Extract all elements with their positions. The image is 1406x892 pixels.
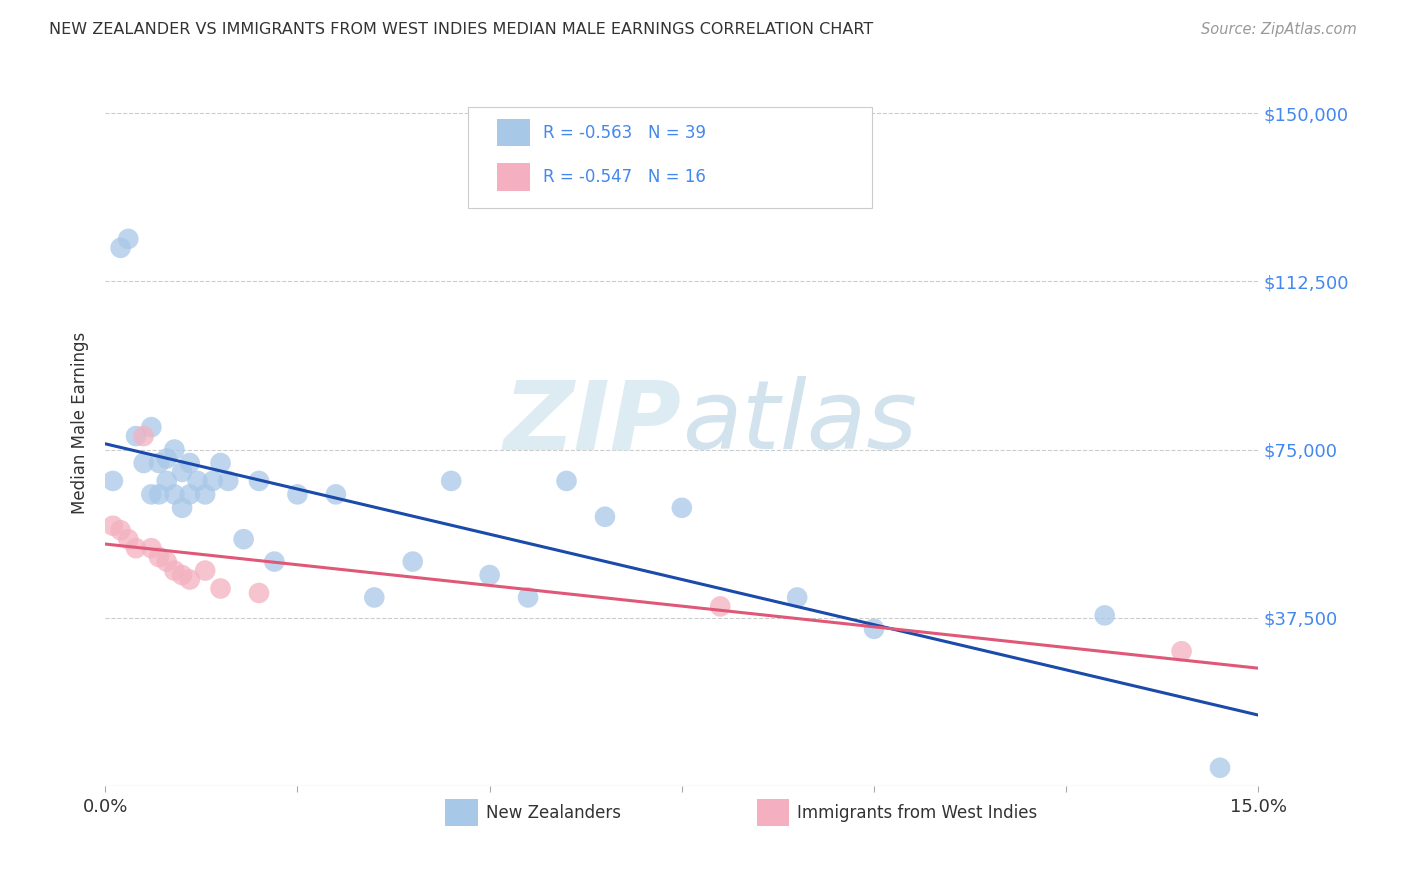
Point [440,474,463,488]
Point [287,487,309,501]
Point [217,474,239,488]
Y-axis label: Median Male Earnings: Median Male Earnings [72,332,89,514]
Point [863,622,886,636]
Point [141,420,163,434]
Point [555,474,578,488]
Point [163,564,186,578]
Point [156,474,179,488]
Point [709,599,731,614]
Text: atlas: atlas [682,376,917,469]
Point [132,429,155,443]
Point [117,532,139,546]
Point [363,591,385,605]
Point [325,487,347,501]
Point [125,429,148,443]
Point [172,465,194,479]
Point [141,487,163,501]
Point [478,568,501,582]
Point [163,487,186,501]
Point [132,456,155,470]
Point [179,573,201,587]
Text: R = -0.563   N = 39: R = -0.563 N = 39 [544,123,706,142]
FancyBboxPatch shape [756,799,789,826]
Point [209,582,232,596]
Point [1209,761,1232,775]
Point [156,555,179,569]
Text: ZIP: ZIP [503,376,682,469]
Point [247,474,270,488]
Point [1094,608,1116,623]
FancyBboxPatch shape [468,107,872,209]
Point [232,532,254,546]
Point [156,451,179,466]
Point [110,523,132,537]
Text: Source: ZipAtlas.com: Source: ZipAtlas.com [1201,22,1357,37]
Point [172,568,194,582]
Point [263,555,285,569]
Text: R = -0.547   N = 16: R = -0.547 N = 16 [544,168,706,186]
Point [194,564,217,578]
FancyBboxPatch shape [498,163,530,191]
Point [1170,644,1192,658]
Point [671,500,693,515]
Point [402,555,425,569]
Text: NEW ZEALANDER VS IMMIGRANTS FROM WEST INDIES MEDIAN MALE EARNINGS CORRELATION CH: NEW ZEALANDER VS IMMIGRANTS FROM WEST IN… [49,22,873,37]
Point [593,509,616,524]
Point [517,591,540,605]
Point [201,474,224,488]
Point [247,586,270,600]
Text: New Zealanders: New Zealanders [486,804,621,822]
Point [179,487,201,501]
Point [148,550,170,565]
Text: Immigrants from West Indies: Immigrants from West Indies [797,804,1038,822]
FancyBboxPatch shape [498,119,530,146]
Point [179,456,201,470]
Point [110,241,132,255]
Point [186,474,208,488]
FancyBboxPatch shape [446,799,478,826]
Point [101,474,124,488]
Point [148,487,170,501]
Point [194,487,217,501]
Point [125,541,148,556]
Point [101,518,124,533]
Point [163,442,186,457]
Point [172,500,194,515]
Point [786,591,808,605]
Point [209,456,232,470]
Point [148,456,170,470]
Point [141,541,163,556]
Point [117,232,139,246]
